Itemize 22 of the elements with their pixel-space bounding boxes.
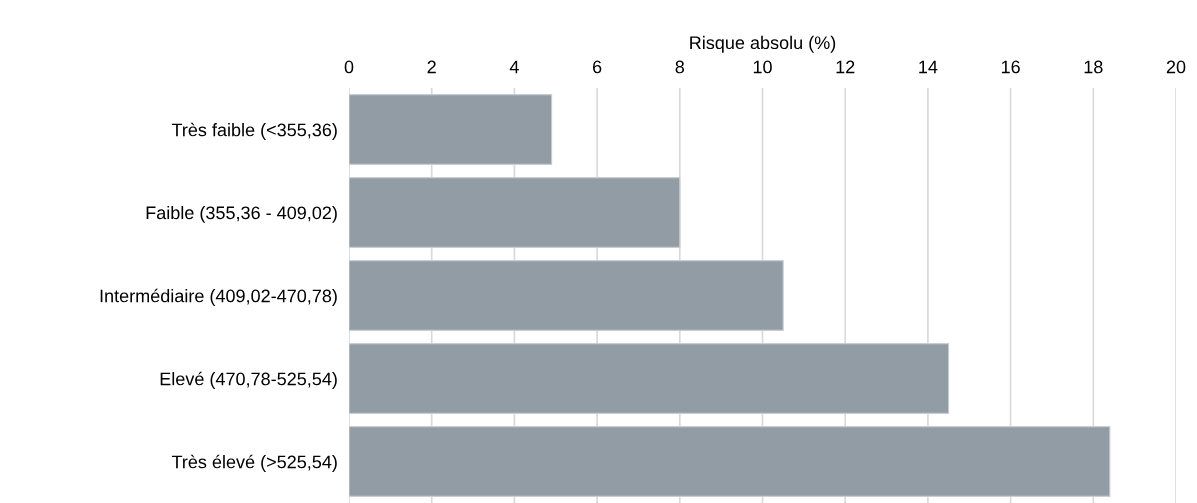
y-tick-label: Très élevé (>525,54) [171,454,337,472]
x-tick-label: 18 [1084,60,1103,74]
y-tick-label: Très faible (<355,36) [171,122,337,140]
x-tick-label: 4 [509,60,519,74]
x-tick-label: 16 [1001,60,1020,74]
y-tick-label: Intermédiaire (409,02-470,78) [100,288,337,306]
y-tick-label: Faible (355,36 - 409,02) [146,205,337,223]
bar [349,94,553,165]
bar [349,260,784,331]
bar [349,426,1111,497]
x-tick-label: 0 [344,60,354,74]
bar [349,343,950,414]
x-tick-label: 20 [1166,60,1186,74]
y-tick-label: Elevé (470,78-525,54) [160,371,337,389]
x-tick-label: 12 [836,60,855,74]
bar [349,177,681,248]
x-tick-label: 6 [593,60,602,74]
x-tick-label: 10 [753,60,772,74]
x-tick-label: 14 [919,60,938,74]
x-axis-title: Risque absolu (%) [690,35,836,53]
x-tick-label: 8 [675,60,685,74]
x-tick-label: 2 [427,60,436,74]
